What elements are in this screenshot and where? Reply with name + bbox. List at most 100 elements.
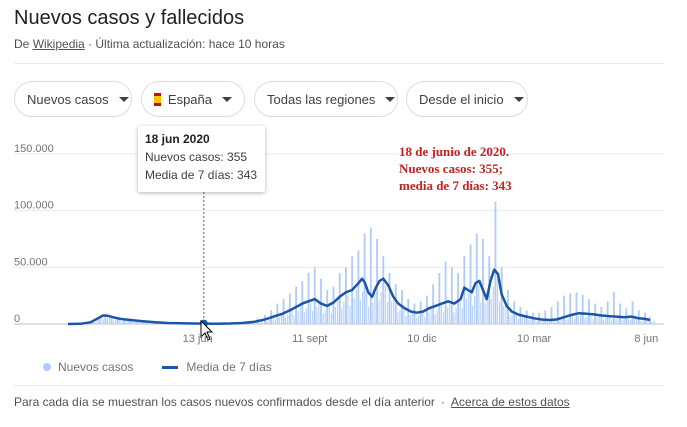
cases-bar — [530, 319, 532, 324]
cases-bar — [347, 294, 349, 324]
cases-bar — [428, 312, 430, 324]
cases-bar — [634, 319, 636, 324]
cases-bar — [606, 301, 609, 324]
cases-bar — [490, 298, 492, 324]
cases-bar — [596, 317, 598, 324]
x-tick-label: 10 dic — [407, 333, 437, 345]
cases-bar — [272, 317, 274, 324]
cases-bar — [324, 310, 326, 324]
cases-bar — [450, 267, 453, 324]
cases-bar — [374, 293, 376, 324]
cases-bar — [465, 298, 467, 324]
cases-bar — [523, 316, 526, 324]
legend-average-label: Media de 7 días — [186, 360, 272, 374]
cases-bar — [382, 256, 385, 324]
cases-bar — [92, 321, 94, 324]
cases-bar — [100, 317, 102, 324]
cases-bar — [563, 295, 565, 324]
cases-bar — [521, 317, 524, 324]
x-tick-label: 13 jun — [183, 333, 213, 345]
cases-bar — [442, 312, 445, 324]
source-line: De Wikipedia · Última actualización: hac… — [14, 37, 285, 51]
spain-flag-icon — [154, 92, 161, 106]
cases-bar — [621, 320, 623, 324]
cases-bar — [461, 307, 463, 324]
cases-bar — [546, 321, 548, 324]
chevron-down-icon — [513, 96, 524, 102]
cases-bar — [274, 319, 276, 324]
cases-bar — [440, 305, 443, 324]
cases-bar — [307, 273, 310, 324]
source-link[interactable]: Wikipedia — [32, 37, 85, 51]
x-tick-label: 10 mar — [517, 333, 552, 345]
cases-bar — [609, 316, 611, 324]
cases-bar — [278, 317, 281, 324]
region-dropdown[interactable]: Todas las regiones — [254, 81, 398, 117]
cases-bar — [515, 314, 517, 324]
y-tick-label: 100.000 — [14, 200, 54, 212]
cases-bar — [602, 319, 605, 324]
cases-bar — [459, 301, 461, 324]
cases-bar — [125, 320, 127, 324]
cases-bar — [141, 322, 144, 324]
metric-dropdown[interactable]: Nuevos casos — [14, 81, 132, 117]
cases-bar — [499, 301, 501, 324]
cases-bar — [640, 320, 642, 324]
cases-bar — [553, 320, 555, 324]
country-dropdown-label: España — [167, 91, 212, 107]
annotation-line-3: media de 7 días: 343 — [399, 178, 512, 193]
cases-bar — [102, 319, 104, 324]
annotation-line-1: 18 de junio de 2020. — [399, 144, 510, 159]
cases-bar — [653, 321, 655, 324]
cases-bar — [280, 315, 283, 324]
cases-bar — [405, 315, 407, 324]
cases-bar — [555, 321, 557, 324]
cases-bar — [588, 299, 590, 324]
cases-bar — [577, 316, 580, 324]
cases-bar — [116, 317, 119, 324]
chevron-down-icon — [222, 96, 232, 102]
cases-bar — [573, 318, 575, 324]
header-divider — [14, 63, 664, 64]
chevron-down-icon — [385, 96, 396, 102]
cases-bar — [457, 273, 459, 324]
annotation-line-2: Nuevos casos: 355; — [399, 161, 503, 176]
cases-bar — [295, 286, 297, 324]
cases-bar — [384, 285, 386, 324]
average-legend-line — [162, 365, 179, 369]
cases-bar — [503, 306, 505, 324]
cases-bar — [496, 278, 499, 324]
x-tick-label: 8 jun — [634, 333, 658, 345]
cases-bar — [127, 320, 129, 324]
cases-bar — [328, 306, 330, 324]
cases-bar — [581, 294, 584, 324]
cases-bar — [612, 292, 615, 324]
cases-bar — [474, 295, 476, 324]
cases-bar — [353, 297, 355, 324]
y-tick-label: 50.000 — [14, 256, 48, 268]
cases-bar — [430, 309, 432, 324]
country-dropdown[interactable]: España — [141, 81, 245, 117]
cases-bar — [561, 318, 563, 324]
cases-bar — [409, 314, 411, 324]
cases-bar — [403, 309, 405, 324]
cases-bar — [363, 233, 366, 324]
cases-bar — [598, 316, 600, 324]
cases-bar — [486, 299, 488, 324]
cases-bar — [636, 318, 638, 324]
cases-bar — [345, 267, 347, 324]
source-prefix: De — [14, 37, 30, 51]
cases-bar — [567, 318, 569, 324]
cases-bar — [590, 315, 592, 324]
cases-bar — [380, 292, 382, 324]
cases-bar — [359, 300, 362, 324]
cases-bar — [536, 321, 538, 324]
cases-bar — [611, 319, 613, 324]
about-data-link[interactable]: Acerca de estos datos — [450, 395, 570, 409]
range-dropdown[interactable]: Desde el inicio — [406, 81, 528, 117]
cases-bar — [135, 321, 138, 324]
cases-bar — [369, 227, 372, 324]
cases-bar — [138, 321, 140, 324]
cases-bar — [388, 273, 391, 324]
